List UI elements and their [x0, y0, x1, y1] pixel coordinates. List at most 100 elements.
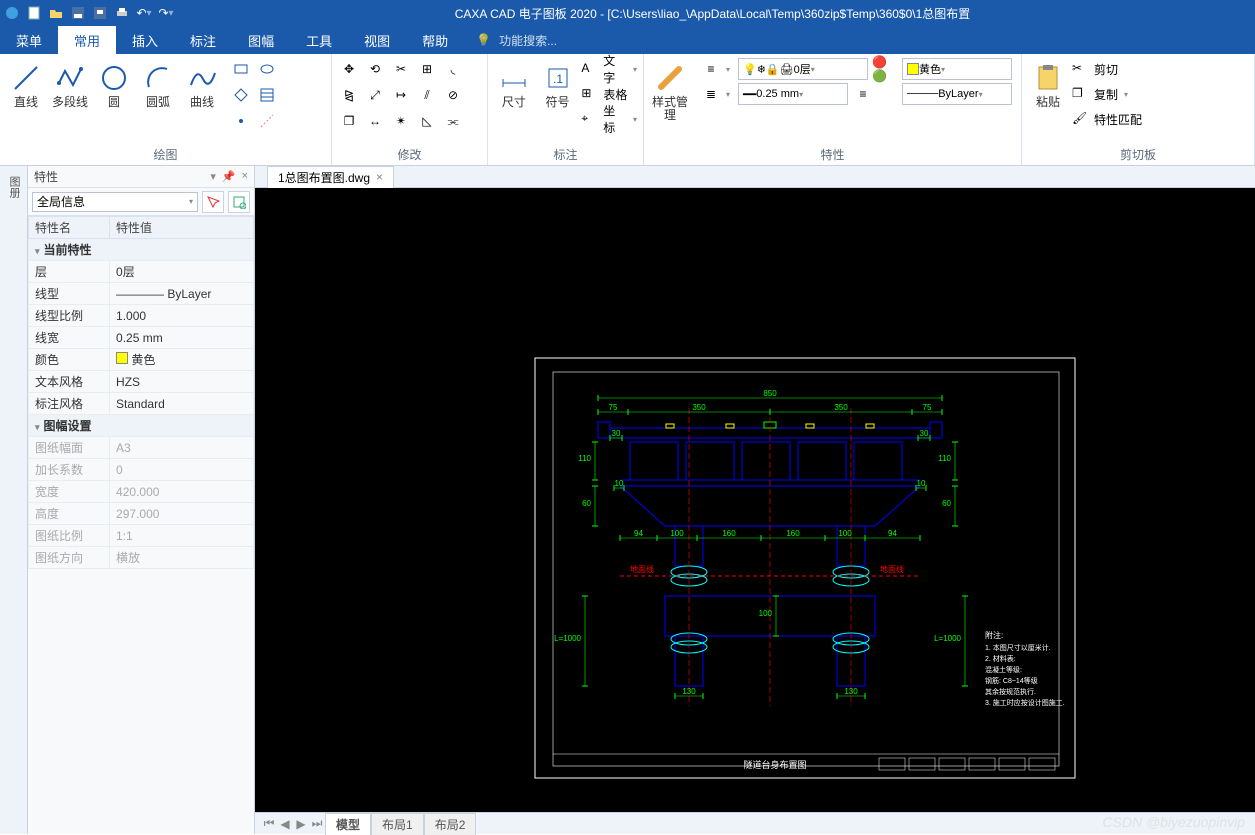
- construction-icon[interactable]: [256, 110, 278, 132]
- coord-button[interactable]: ⌖坐标▾: [581, 108, 637, 130]
- selection-combo[interactable]: 全局信息▾: [32, 192, 198, 212]
- prop-row: 图纸幅面A3: [29, 437, 254, 459]
- hatch-icon[interactable]: [256, 84, 278, 106]
- mirror-icon[interactable]: ⧎: [338, 84, 360, 106]
- panel-close-icon[interactable]: ×: [242, 170, 248, 183]
- fillet-icon[interactable]: ◟: [442, 58, 464, 80]
- lineweight-btn[interactable]: ≣: [700, 83, 722, 105]
- prop-row: 线宽0.25 mm: [29, 327, 254, 349]
- array-icon[interactable]: ⊞: [416, 58, 438, 80]
- lw-toggle-icon[interactable]: ≡: [852, 83, 874, 105]
- app-icon[interactable]: [4, 5, 20, 21]
- panel-pin-icon[interactable]: 📌: [222, 170, 236, 183]
- chamfer-icon[interactable]: ◺: [416, 110, 438, 132]
- left-rail[interactable]: 图册: [0, 166, 28, 834]
- copy-button[interactable]: ❐复制▾: [1072, 83, 1142, 105]
- dimension-button[interactable]: 尺寸: [494, 58, 534, 113]
- prop-row: 线型比例1.000: [29, 305, 254, 327]
- menu-common[interactable]: 常用: [58, 26, 116, 54]
- copy-icon[interactable]: ❐: [338, 110, 360, 132]
- layout-tab-2[interactable]: 布局2: [424, 813, 477, 835]
- arc-button[interactable]: 圆弧: [138, 58, 178, 113]
- lineweight-dropdown[interactable]: ━━0.25 mm▾: [738, 83, 848, 105]
- trim-icon[interactable]: ✂: [390, 58, 412, 80]
- linetype-dropdown[interactable]: ────ByLayer▾: [902, 83, 1012, 105]
- extend-icon[interactable]: ↦: [390, 84, 412, 106]
- spline-button[interactable]: 曲线: [182, 58, 222, 113]
- redo-icon[interactable]: ↷▾: [158, 5, 174, 21]
- section-frame[interactable]: ▾图幅设置: [29, 415, 254, 437]
- export-icon[interactable]: [92, 5, 108, 21]
- menu-insert[interactable]: 插入: [116, 26, 174, 54]
- tab-last-icon[interactable]: ⏭: [309, 816, 325, 831]
- cad-drawing: 地面线地面线8507535035075941001601601009411011…: [255, 188, 1255, 812]
- svg-text:L=1000: L=1000: [554, 634, 581, 643]
- col-value: 特性值: [110, 217, 254, 239]
- rail-library[interactable]: 图册: [0, 170, 28, 204]
- rotate-icon[interactable]: ⟲: [364, 58, 386, 80]
- menu-help[interactable]: 帮助: [406, 26, 464, 54]
- ribbon-group-properties: 样式管理 ≡ ▾ ≣ ▾ 💡❄🔒🖨0层▾ 🔴🟢: [644, 54, 1022, 165]
- ellipse-icon[interactable]: [256, 58, 278, 80]
- print-icon[interactable]: [114, 5, 130, 21]
- layout-tab-1[interactable]: 布局1: [371, 813, 424, 835]
- ribbon-search[interactable]: 💡 功能搜索...: [476, 26, 557, 54]
- pick-filter-icon[interactable]: [202, 191, 224, 213]
- layout-tab-model[interactable]: 模型: [325, 813, 371, 835]
- drawing-canvas[interactable]: 地面线地面线8507535035075941001601601009411011…: [255, 188, 1255, 812]
- svg-text:混凝土等级:: 混凝土等级:: [985, 665, 1022, 674]
- text-button[interactable]: A文字▾: [581, 58, 637, 80]
- quick-select-icon[interactable]: [228, 191, 250, 213]
- svg-text:100: 100: [838, 529, 852, 538]
- section-current[interactable]: ▾当前特性: [29, 239, 254, 261]
- color-dropdown[interactable]: 黄色▾: [902, 58, 1012, 80]
- explode-icon[interactable]: ✴: [390, 110, 412, 132]
- move-icon[interactable]: ✥: [338, 58, 360, 80]
- properties-grid: 特性名特性值 ▾当前特性 层0层 线型———— ByLayer 线型比例1.00…: [28, 216, 254, 834]
- document-tab[interactable]: 1总图布置图.dwg ×: [267, 166, 394, 188]
- tab-next-icon[interactable]: ▶: [293, 817, 309, 831]
- point-icon[interactable]: [230, 110, 252, 132]
- scale-icon[interactable]: ⤢: [364, 84, 386, 106]
- tab-prev-icon[interactable]: ◀: [277, 817, 293, 831]
- join-icon[interactable]: ⫘: [442, 110, 464, 132]
- paste-button[interactable]: 粘贴: [1028, 58, 1068, 113]
- close-tab-icon[interactable]: ×: [376, 170, 383, 184]
- menu-view[interactable]: 视图: [348, 26, 406, 54]
- polyline-button[interactable]: 多段线: [50, 58, 90, 113]
- break-icon[interactable]: ⊘: [442, 84, 464, 106]
- prop-row: 高度297.000: [29, 503, 254, 525]
- offset-icon[interactable]: ⫽: [416, 84, 438, 106]
- circle-button[interactable]: 圆: [94, 58, 134, 113]
- linetype-btn[interactable]: ≡: [700, 58, 722, 80]
- new-icon[interactable]: [26, 5, 42, 21]
- menu-frame[interactable]: 图幅: [232, 26, 290, 54]
- line-button[interactable]: 直线: [6, 58, 46, 113]
- menu-annotate[interactable]: 标注: [174, 26, 232, 54]
- menu-tools[interactable]: 工具: [290, 26, 348, 54]
- group-label-modify: 修改: [338, 144, 481, 163]
- save-icon[interactable]: [70, 5, 86, 21]
- group-label-draw: 绘图: [6, 144, 325, 163]
- open-icon[interactable]: [48, 5, 64, 21]
- svg-text:350: 350: [692, 403, 706, 412]
- prop-row: 加长系数0: [29, 459, 254, 481]
- style-manager-button[interactable]: 样式管理: [650, 58, 690, 126]
- undo-icon[interactable]: ↶▾: [136, 5, 152, 21]
- rect-icon[interactable]: [230, 58, 252, 80]
- svg-text:隧道台身布置图: 隧道台身布置图: [743, 759, 806, 770]
- svg-text:地面线: 地面线: [880, 564, 904, 574]
- symbol-button[interactable]: .1符号: [538, 58, 578, 113]
- menu-file[interactable]: 菜单: [0, 26, 58, 54]
- svg-text:94: 94: [634, 529, 643, 538]
- tab-first-icon[interactable]: ⏮: [261, 816, 277, 831]
- layer-dropdown[interactable]: 💡❄🔒🖨0层▾: [738, 58, 868, 80]
- workspace: 图册 特性 ▾ 📌 × 全局信息▾ 特性名特性值 ▾当前特性 层0层 线型———…: [0, 166, 1255, 834]
- panel-menu-icon[interactable]: ▾: [210, 170, 216, 183]
- svg-text:75: 75: [609, 403, 618, 412]
- stretch-icon[interactable]: ↔: [364, 110, 386, 132]
- cut-button[interactable]: ✂剪切: [1072, 58, 1142, 80]
- layer-states-icon[interactable]: 🔴🟢: [872, 58, 894, 80]
- match-props-button[interactable]: 🖌特性匹配: [1072, 108, 1142, 130]
- polygon-icon[interactable]: [230, 84, 252, 106]
